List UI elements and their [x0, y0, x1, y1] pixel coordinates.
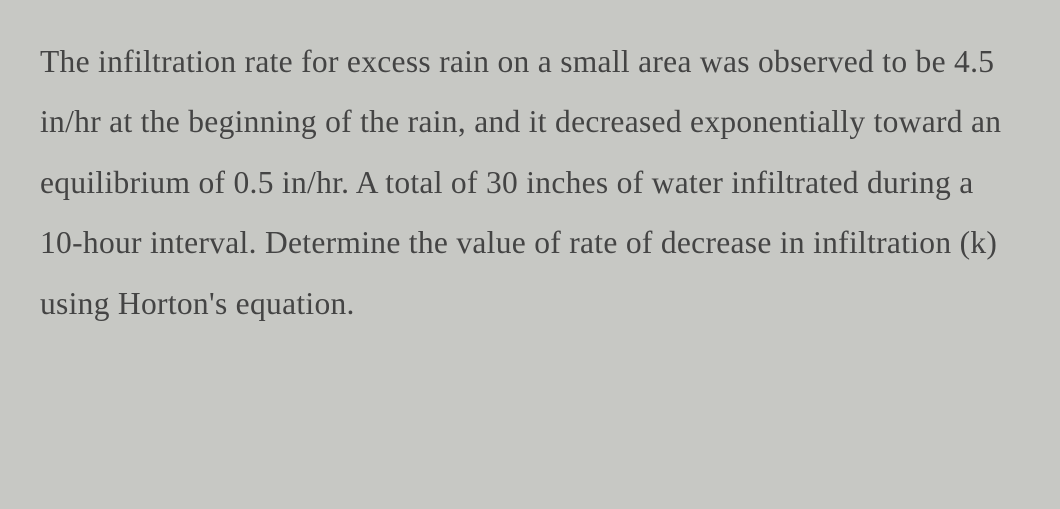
problem-statement: The infiltration rate for excess rain on… — [40, 32, 1020, 334]
